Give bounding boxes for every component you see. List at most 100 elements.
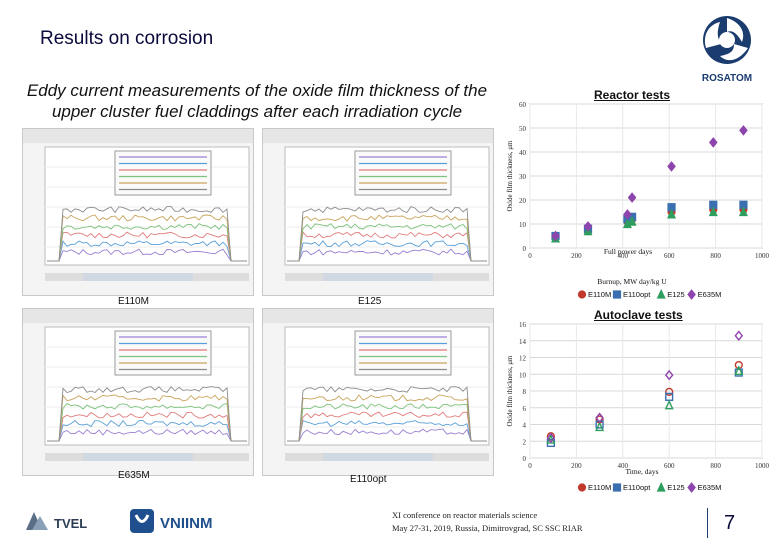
panel-profile-curve [287,403,487,442]
secondary-axis-label: Burnup, MW day/kg U [597,277,667,286]
x-tick-label: 200 [571,252,582,260]
y-axis-label: Oxide film thickness, μm [506,140,514,212]
y-tick-label: 8 [523,388,527,396]
y-tick-label: 10 [519,221,527,229]
panel-header-bar [263,309,493,323]
page-number: 7 [724,512,736,534]
legend-marker-e635m [687,289,696,300]
data-point-e125 [664,399,674,410]
panel-header-bar [23,129,253,143]
x-tick-label: 800 [710,462,721,470]
panel-profile-curve [47,402,247,442]
x-axis-label: Full power days [604,247,652,256]
data-point-e635m [734,330,744,342]
data-point-e635m [546,432,556,444]
panel-active-fuel-bar [323,453,433,461]
y-tick-label: 60 [519,101,527,109]
measurement-panel-e110opt [262,308,494,476]
panel-active-fuel-bar [323,273,433,281]
measurement-panel-e110m [22,128,254,296]
panel-active-fuel-bar [83,273,193,281]
panel-profile-curve [287,428,487,442]
data-point-e110m [665,387,674,396]
panel-stats-table [114,330,212,376]
legend-label-e125: E125 [667,483,685,492]
footer-dates: May 27-31, 2019, Russia, Dimitrovgrad, S… [392,523,583,533]
y-tick-label: 0 [523,245,527,253]
legend-label-e110m: E110M [588,290,611,299]
panel-caption-e110opt: E110opt [350,474,387,485]
tvel-logo: TVEL [24,506,106,540]
data-point-e125 [738,206,748,217]
y-tick-label: 14 [519,338,527,346]
data-point-e125 [595,421,605,432]
panel-profile-curve [47,419,247,442]
panel-profile-curve [47,206,247,262]
rosatom-wordmark: ROSATOM [702,73,752,84]
x-axis-label: Time, days [625,467,658,476]
x-tick-label: 0 [528,252,532,260]
panel-stats-table [354,150,452,196]
x-tick-label: 400 [618,462,629,470]
x-tick-label: 400 [618,252,629,260]
data-point-e635m [667,161,676,172]
vniinm-logo: VNIINM [128,506,243,540]
data-point-e110opt [734,368,743,377]
chart-legend: E110M E110opt E125 E635M [577,481,721,493]
panel-profile-curve [287,248,487,262]
y-tick-label: 20 [519,197,527,205]
footer-divider [707,508,708,538]
x-tick-label: 0 [528,462,532,470]
panel-profile-curve [287,240,487,262]
data-point-e635m [708,137,718,148]
x-tick-label: 1000 [755,462,770,470]
panel-active-fuel-bar [83,453,193,461]
legend-label-e635m: E635M [698,290,722,299]
panel-stats-table [354,330,452,376]
y-tick-label: 4 [523,422,527,430]
panel-profile-curve [47,394,247,442]
x-tick-label: 800 [710,252,721,260]
panel-profile-curve [287,231,487,262]
panel-profile-curve [287,386,487,442]
panel-profile-curve [287,223,487,262]
panel-profile-curve [287,206,487,262]
autoclave-tests-chart: 0 2 4 6 8 10 12 14 16 0 200 400 600 800 1000 Oxide film… [506,321,770,493]
y-tick-label: 6 [523,405,527,413]
panel-profile-curve [47,223,247,262]
panel-caption-e635m: E635M [118,470,150,481]
y-tick-label: 12 [519,355,527,363]
panel-profile-curve [287,214,487,262]
rosatom-emblem-icon: ROSATOM [702,16,752,84]
data-point-e635m [739,125,748,136]
legend-marker-e110opt [612,483,622,492]
legend-marker-e125 [656,481,666,492]
data-point-e125 [734,365,744,375]
chart-legend: E110M E110opt E125 E635M [577,288,722,300]
panel-stats-table [114,150,212,196]
panel-profile-curve [287,411,487,442]
data-point-e635m [595,412,604,424]
legend-label-e110opt: E110opt [623,290,651,299]
legend-label-e110opt: E110opt [623,483,651,492]
y-tick-label: 0 [523,455,527,463]
panel-profile-curve [47,231,247,262]
data-point-e125 [708,206,718,217]
tvel-emblem-icon: TVEL [26,512,87,531]
legend-marker-e110m [577,483,587,492]
footer-conference: XI conference on reactor materials scien… [392,510,538,520]
panel-profile-curve [287,420,487,442]
measurement-panel-e125 [262,128,494,296]
measurement-panel-e635m [22,308,254,476]
legend-marker-e125 [656,288,666,299]
x-tick-label: 200 [571,462,582,470]
tvel-wordmark: TVEL [54,516,87,531]
panel-profile-curve [47,214,247,262]
x-tick-label: 600 [664,252,675,260]
y-axis-label: Oxide film thickness, μm [506,355,514,427]
data-point-e635m [623,209,632,220]
panel-header-bar [263,129,493,143]
legend-marker-e110m [577,290,587,299]
data-point-e635m [583,221,593,232]
